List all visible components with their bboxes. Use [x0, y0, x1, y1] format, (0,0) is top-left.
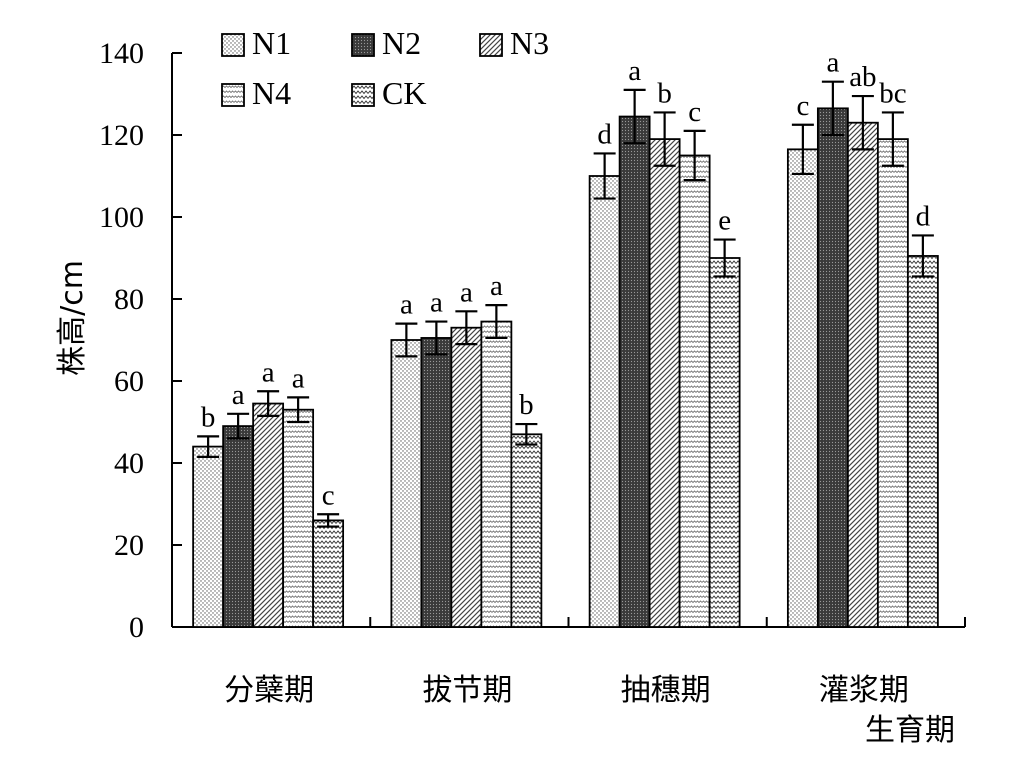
legend-label: N2: [382, 25, 421, 61]
bar-n3: [450, 326, 483, 628]
significance-label: a: [826, 47, 839, 79]
significance-label: c: [688, 96, 701, 128]
significance-label: a: [292, 362, 305, 394]
bar-ck: [906, 255, 939, 628]
significance-label: a: [232, 379, 245, 411]
bar-ck: [312, 519, 345, 628]
significance-label: b: [657, 77, 672, 109]
bar-ck: [510, 433, 543, 628]
significance-label: a: [490, 270, 503, 302]
x-category-label: 抽穗期: [621, 673, 711, 708]
significance-label: c: [796, 90, 809, 122]
bar-n1: [588, 175, 621, 628]
bar-n4: [282, 408, 315, 628]
significance-label: ab: [849, 61, 876, 93]
y-tick-label: 40: [114, 447, 144, 480]
bar-n3: [648, 138, 681, 628]
bar-n1: [786, 148, 819, 628]
legend-label: CK: [382, 75, 426, 111]
legend-swatch-n4: [221, 83, 245, 107]
bar-n3: [252, 402, 285, 628]
y-axis-title: 株高/cm: [55, 260, 90, 376]
legend-swatch-n3: [479, 33, 503, 57]
x-axis-title: 生育期: [865, 713, 955, 748]
legend-swatch-n2: [351, 33, 375, 57]
significance-label: d: [597, 118, 612, 150]
significance-label: bc: [879, 77, 906, 109]
bar-n1: [390, 339, 423, 628]
significance-label: e: [718, 205, 731, 237]
significance-label: b: [519, 389, 534, 421]
significance-label: a: [430, 287, 443, 319]
legend: N1 N2 N3 N4 CK: [221, 25, 549, 111]
bar-n2: [816, 107, 849, 628]
x-category-label: 分蘖期: [224, 673, 314, 708]
axes: 0 20 40 60 80 100 120 140 分蘖期 拔节期 抽穗期 灌浆期: [99, 37, 966, 708]
y-tick-label: 60: [114, 365, 144, 398]
legend-swatch-n1: [221, 33, 245, 57]
y-tick-label: 0: [129, 611, 144, 644]
y-tick-label: 120: [99, 119, 144, 152]
bar-n2: [420, 337, 453, 628]
y-tick-label: 100: [99, 201, 144, 234]
bar-ck: [708, 257, 741, 628]
legend-label: N3: [510, 25, 549, 61]
significance-label: a: [460, 276, 473, 308]
significance-label: a: [628, 55, 641, 87]
legend-swatch-ck: [351, 83, 375, 107]
significance-label: a: [262, 356, 275, 388]
y-tick-label: 20: [114, 529, 144, 562]
y-tick-label: 80: [114, 283, 144, 316]
bar-n2: [618, 115, 651, 628]
y-tick-label: 140: [99, 37, 144, 70]
bar-n1: [192, 445, 225, 628]
bar-n3: [846, 121, 879, 628]
legend-label: N4: [252, 75, 291, 111]
legend-label: N1: [252, 25, 291, 61]
bar-n4: [678, 154, 711, 628]
significance-label: d: [916, 200, 931, 232]
bar-n4: [876, 138, 909, 628]
significance-label: c: [322, 479, 335, 511]
x-category-label: 拔节期: [422, 673, 512, 708]
bar-n2: [222, 425, 255, 628]
significance-label: b: [201, 401, 216, 433]
x-category-label: 灌浆期: [819, 673, 909, 708]
bar-n4: [480, 320, 513, 628]
significance-label: a: [400, 289, 413, 321]
